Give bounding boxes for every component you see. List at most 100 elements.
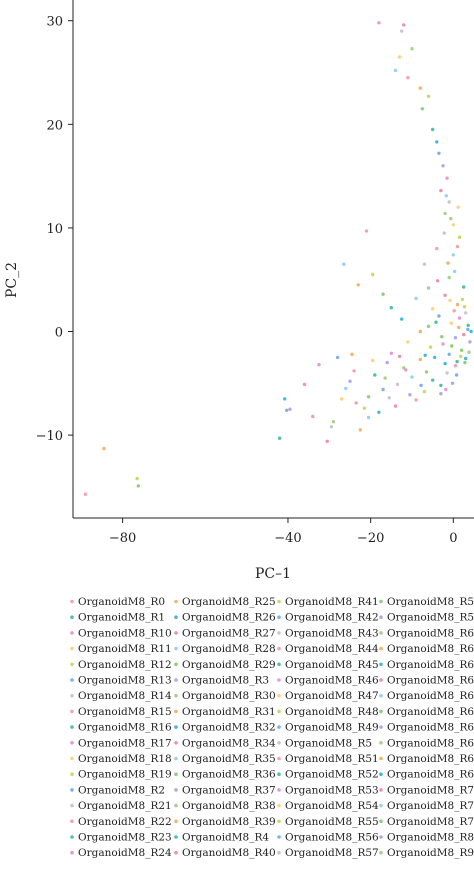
y-tick-label: 0 [55,326,63,341]
data-point [441,164,445,168]
legend-marker [174,756,178,761]
legend-label: OrganoidM8_R64 [387,690,474,702]
legend-marker [70,741,74,745]
data-point [447,275,451,280]
legend-marker [277,835,281,839]
data-point [457,316,462,320]
legend-marker [277,788,281,792]
legend-label: OrganoidM8_R65 [387,706,474,718]
legend-marker [174,678,178,682]
legend-marker [379,803,383,808]
legend-marker [70,678,74,682]
data-point [449,216,453,221]
data-point [455,244,460,249]
data-point [371,358,375,363]
data-point [278,436,282,440]
data-point [400,29,404,33]
data-point [331,420,336,424]
data-point [288,407,292,411]
data-point [431,127,435,132]
data-point [350,352,354,356]
data-point [437,151,441,155]
data-point [451,223,455,227]
data-point [387,396,391,400]
data-point [311,414,315,419]
data-point [466,323,470,327]
data-point [444,387,448,392]
data-point [381,387,385,392]
legend-marker [174,819,178,824]
data-point [452,269,457,274]
legend-label: OrganoidM8_R52 [285,769,379,781]
legend-label: OrganoidM8_R37 [182,784,276,796]
data-point [439,392,443,396]
x-tick-label: 0 [449,531,457,546]
data-point [426,286,431,290]
legend-marker [70,756,74,761]
legend-label: OrganoidM8_R22 [78,816,172,828]
legend-marker [379,819,383,824]
data-point [453,364,458,368]
data-point [455,359,459,364]
legend-label: OrganoidM8_R44 [285,643,379,655]
legend-label: OrganoidM8_R31 [182,706,276,718]
legend-label: OrganoidM8_R66 [387,722,474,734]
data-point [446,261,450,265]
legend-label: OrganoidM8_R56 [285,832,379,844]
legend-marker [174,662,178,667]
legend-marker [379,756,383,761]
legend-marker [277,693,281,698]
legend-marker [379,835,383,839]
legend-label: OrganoidM8_R27 [182,627,276,639]
data-point [352,369,356,373]
legend-marker [174,803,178,808]
legend-label: OrganoidM8_R70 [387,800,474,812]
data-point [448,298,452,303]
legend-label: OrganoidM8_R71 [387,816,474,828]
data-point [428,345,433,349]
legend-label: OrganoidM8_R59 [387,612,474,624]
legend-marker [174,725,178,729]
data-point [418,329,422,334]
data-point [317,363,321,367]
legend-marker [277,725,281,729]
legend-label: OrganoidM8_R58 [387,596,474,608]
legend-label: OrganoidM8_R24 [78,847,172,859]
data-point [456,205,460,209]
legend-marker [70,725,74,729]
data-point [440,335,444,339]
data-point [397,354,402,359]
legend-label: OrganoidM8_R67 [387,737,474,749]
data-point [464,356,468,361]
data-point [342,262,346,266]
data-point [424,370,429,374]
data-point [302,382,307,387]
data-point [423,353,427,357]
legend-marker [70,819,74,824]
data-point [406,340,410,344]
data-point [408,393,412,397]
data-point [439,188,443,193]
legend-marker [379,599,383,604]
legend-label: OrganoidM8_R6 [387,627,474,639]
legend-marker [70,693,74,698]
data-point [135,476,139,481]
legend-label: OrganoidM8_R48 [285,706,379,718]
data-point [455,302,460,307]
data-point [414,398,418,402]
data-point [348,379,352,383]
data-point [443,293,447,297]
legend-marker [277,678,281,682]
data-point [418,357,422,362]
data-point [356,283,360,287]
legend-marker [174,788,178,792]
legend-marker [70,772,74,776]
data-point [366,415,371,420]
data-point [447,352,451,356]
legend-marker [379,662,383,667]
data-point [459,354,463,359]
legend-label: OrganoidM8_R14 [78,690,172,702]
data-point [443,211,447,216]
data-point [410,375,414,379]
legend-label: OrganoidM8_R61 [387,643,474,655]
